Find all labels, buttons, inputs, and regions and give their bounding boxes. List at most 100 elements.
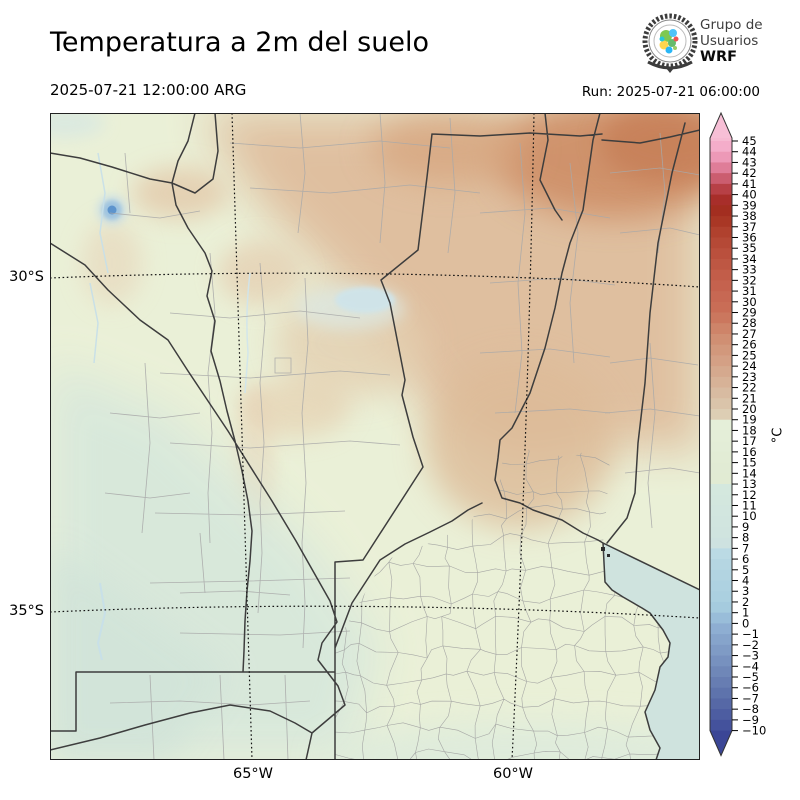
colorbar-segment: [710, 376, 732, 389]
colorbar-segment: [710, 462, 732, 474]
colorbar-segment: [710, 451, 732, 464]
map-canvas: [50, 113, 700, 760]
colorbar-segment: [710, 430, 732, 442]
colorbar-unit-label: °C: [770, 427, 786, 444]
globe-emblem-icon: [642, 13, 698, 73]
colorbar-segment: [710, 655, 732, 667]
colorbar-tick-label: 35: [742, 241, 757, 255]
colorbar-segment: [710, 355, 732, 367]
colorbar-tick-label: 36: [742, 230, 757, 244]
colorbar-tick-label: 33: [742, 263, 757, 277]
colorbar-tick-label: 31: [742, 284, 757, 298]
colorbar-tick-label: 5: [742, 563, 749, 577]
logo-line-2: Usuarios: [700, 33, 759, 49]
colorbar-segment: [710, 666, 732, 678]
colorbar-tick-label: −3: [742, 649, 759, 663]
colorbar-segment: [710, 409, 732, 421]
colorbar-tick-label: 37: [742, 220, 757, 234]
valid-time-label: 2025-07-21 12:00:00 ARG: [50, 81, 247, 99]
colorbar-tick-label: 12: [742, 488, 757, 502]
colorbar-segment: [710, 237, 732, 249]
colorbar-segment: [710, 398, 732, 410]
colorbar-tick-label: 45: [742, 134, 757, 148]
colorbar-segment: [710, 623, 732, 635]
colorbar-tick-label: −10: [742, 724, 766, 738]
logo-line-3: WRF: [700, 49, 738, 65]
temperature-field-layer: [50, 113, 700, 760]
colorbar-tick-label: 41: [742, 177, 757, 191]
logo-line-1: Grupo de: [700, 17, 763, 33]
colorbar-tick-label: 11: [742, 498, 757, 512]
colorbar-tick-label: 23: [742, 370, 757, 384]
latitude-label: 30°S: [9, 269, 44, 285]
colorbar-segment: [710, 301, 732, 314]
colorbar-segment: [710, 248, 732, 260]
colorbar-segment: [710, 366, 732, 378]
colorbar-tick-label: −4: [742, 659, 759, 673]
colorbar-segment: [710, 548, 732, 560]
colorbar-segment: [710, 494, 732, 506]
colorbar-segment: [710, 580, 732, 592]
colorbar-segment: [710, 162, 732, 174]
department-borders: [104, 113, 700, 760]
colorbar-tick-label: 39: [742, 198, 757, 212]
colorbar-segment: [710, 505, 732, 517]
colorbar-tick-label: 14: [742, 466, 757, 480]
colorbar-segment: [710, 591, 732, 603]
colorbar-tick-label: 42: [742, 166, 757, 180]
colorbar-segment: [710, 344, 732, 356]
colorbar-tick-label: 26: [742, 338, 757, 352]
colorbar-tick-label: −1: [742, 627, 759, 641]
colorbar-segment: [710, 173, 732, 185]
colorbar-segment: [710, 183, 732, 196]
colorbar-segment: [710, 312, 732, 324]
colorbar-segment: [710, 719, 732, 732]
colorbar-tick-label: 44: [742, 145, 757, 159]
colorbar-tick-label: −8: [742, 702, 759, 716]
colorbar-segment: [710, 569, 732, 582]
colorbar-tick-label: 18: [742, 423, 757, 437]
colorbar-segment: [710, 698, 732, 710]
map-layers: [50, 113, 700, 760]
colorbar-segment: [710, 559, 732, 571]
colorbar-tick-label: 40: [742, 188, 757, 202]
cold-spot: [107, 205, 117, 215]
colorbar-segment: [710, 484, 732, 496]
colorbar-segment: [710, 537, 732, 549]
colorbar-tick-label: 43: [742, 155, 757, 169]
colorbar-tick-label: 13: [742, 477, 757, 491]
colorbar-arrow-down: [710, 730, 732, 756]
province-borders: [50, 113, 700, 760]
colorbar-tick-label: 6: [742, 552, 749, 566]
colorbar-segment: [710, 644, 732, 657]
colorbar-segment: [710, 677, 732, 689]
colorbar-segment: [710, 441, 732, 453]
colorbar-segment: [710, 205, 732, 217]
colorbar-segment: [710, 419, 732, 431]
colorbar-tick-label: 16: [742, 445, 757, 459]
colorbar-tick-label: 15: [742, 456, 757, 470]
colorbar-tick-label: 38: [742, 209, 757, 223]
colorbar-arrow-up: [710, 113, 732, 138]
rio-de-la-plata-water: [603, 543, 700, 760]
colorbar-segment: [710, 151, 732, 163]
colorbar-top-cap: [710, 138, 732, 141]
colorbar-segment: [710, 194, 732, 206]
colorbar: 45 44 43 42 41 40 39 38 37 36 35 34 33 32 31 30 29 28 27 26…: [706, 108, 800, 768]
colorbar-tick-label: −5: [742, 670, 759, 684]
colorbar-tick-label: 8: [742, 531, 749, 545]
colorbar-tick-label: −2: [742, 638, 759, 652]
river-traces: [89, 152, 251, 661]
map-frame: [50, 113, 700, 760]
colorbar-tick-label: −6: [742, 681, 759, 695]
colorbar-tick-label: 25: [742, 348, 757, 362]
colorbar-tick-label: 28: [742, 316, 757, 330]
colorbar-segment: [710, 709, 732, 721]
colorbar-tick-label: 19: [742, 413, 757, 427]
colorbar-segment: [710, 601, 732, 614]
colorbar-tick-label: 17: [742, 434, 757, 448]
colorbar-tick-label: 34: [742, 252, 757, 266]
city-marks: [601, 547, 610, 557]
colorbar-segment: [710, 473, 732, 485]
map-area: [50, 113, 700, 760]
